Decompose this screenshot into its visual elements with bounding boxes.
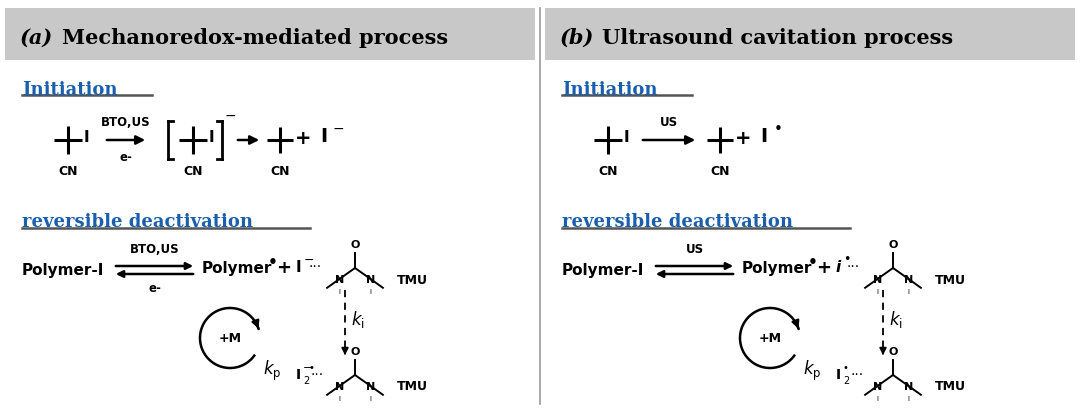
Text: +M: +M — [218, 332, 242, 344]
Text: Initiation: Initiation — [22, 81, 118, 99]
Text: I: I — [369, 396, 372, 402]
Text: 2: 2 — [843, 376, 849, 386]
Text: Polymer-I: Polymer-I — [562, 262, 645, 278]
Text: TMU: TMU — [397, 381, 428, 393]
Text: N: N — [904, 382, 913, 392]
Text: Polymer: Polymer — [742, 260, 812, 276]
Text: N: N — [366, 382, 375, 392]
Text: Polymer-I: Polymer-I — [22, 262, 105, 278]
Text: Polymer: Polymer — [202, 260, 272, 276]
Text: N: N — [873, 382, 882, 392]
Text: CN: CN — [711, 165, 730, 178]
Text: TMU: TMU — [397, 274, 428, 286]
Text: BTO,US: BTO,US — [102, 116, 151, 129]
Text: N: N — [873, 275, 882, 285]
Text: I: I — [877, 396, 879, 402]
Text: •: • — [774, 122, 783, 136]
Text: I: I — [84, 131, 90, 145]
Text: ···: ··· — [847, 260, 860, 274]
Text: I: I — [624, 131, 630, 145]
Text: I: I — [320, 126, 327, 145]
Text: N: N — [366, 275, 375, 285]
Text: ···: ··· — [850, 368, 863, 382]
Text: I: I — [339, 289, 340, 295]
Text: N: N — [904, 275, 913, 285]
Text: ···: ··· — [310, 368, 323, 382]
Text: $k_\mathrm{p}$: $k_\mathrm{p}$ — [264, 359, 282, 383]
Text: e-: e- — [148, 282, 161, 295]
Text: CN: CN — [270, 165, 289, 178]
Text: +: + — [295, 129, 311, 147]
Text: e-: e- — [120, 151, 133, 164]
Text: I: I — [369, 289, 372, 295]
Text: N: N — [335, 275, 345, 285]
Text: +: + — [816, 259, 832, 277]
Text: CN: CN — [58, 165, 78, 178]
Text: O: O — [350, 240, 360, 250]
Text: US: US — [660, 116, 678, 129]
FancyBboxPatch shape — [545, 8, 1075, 60]
Text: $k_\mathrm{p}$: $k_\mathrm{p}$ — [804, 359, 822, 383]
Text: BTO,US: BTO,US — [130, 243, 179, 256]
Text: 2: 2 — [303, 376, 309, 386]
Text: Ultrasound cavitation process: Ultrasound cavitation process — [602, 28, 954, 48]
Text: (b): (b) — [561, 28, 594, 48]
Text: +: + — [276, 259, 292, 277]
Text: +: + — [734, 129, 752, 147]
Text: N: N — [335, 382, 345, 392]
Text: $k_\mathrm{i}$: $k_\mathrm{i}$ — [889, 309, 903, 330]
Text: •: • — [268, 255, 278, 269]
Text: −: − — [225, 109, 237, 123]
Text: O: O — [350, 347, 360, 357]
Text: O: O — [889, 240, 897, 250]
Text: (a): (a) — [21, 28, 53, 48]
Text: I: I — [836, 368, 841, 382]
Text: Initiation: Initiation — [562, 81, 658, 99]
Text: US: US — [686, 243, 703, 256]
Text: i: i — [836, 260, 841, 274]
Text: −: − — [303, 253, 314, 267]
Text: TMU: TMU — [935, 274, 966, 286]
Text: TMU: TMU — [935, 381, 966, 393]
Text: I: I — [877, 289, 879, 295]
Text: •: • — [308, 363, 314, 373]
Text: −: − — [333, 122, 345, 136]
Text: I: I — [210, 131, 215, 145]
Text: Mechanoredox-mediated process: Mechanoredox-mediated process — [62, 28, 448, 48]
Text: reversible deactivation: reversible deactivation — [22, 213, 253, 231]
Text: ···: ··· — [308, 260, 321, 274]
Text: reversible deactivation: reversible deactivation — [562, 213, 793, 231]
Text: •: • — [843, 363, 849, 373]
Text: I: I — [296, 368, 301, 382]
Text: CN: CN — [598, 165, 618, 178]
Text: •: • — [843, 253, 850, 267]
Text: I: I — [296, 260, 301, 274]
Text: I: I — [907, 396, 909, 402]
Text: O: O — [889, 347, 897, 357]
Text: CN: CN — [184, 165, 203, 178]
Text: $k_\mathrm{i}$: $k_\mathrm{i}$ — [351, 309, 365, 330]
Text: I: I — [907, 289, 909, 295]
Text: •: • — [808, 255, 818, 269]
Text: −: − — [303, 363, 312, 373]
Text: I: I — [760, 126, 767, 145]
Text: +M: +M — [758, 332, 782, 344]
FancyBboxPatch shape — [5, 8, 535, 60]
Text: I: I — [339, 396, 340, 402]
